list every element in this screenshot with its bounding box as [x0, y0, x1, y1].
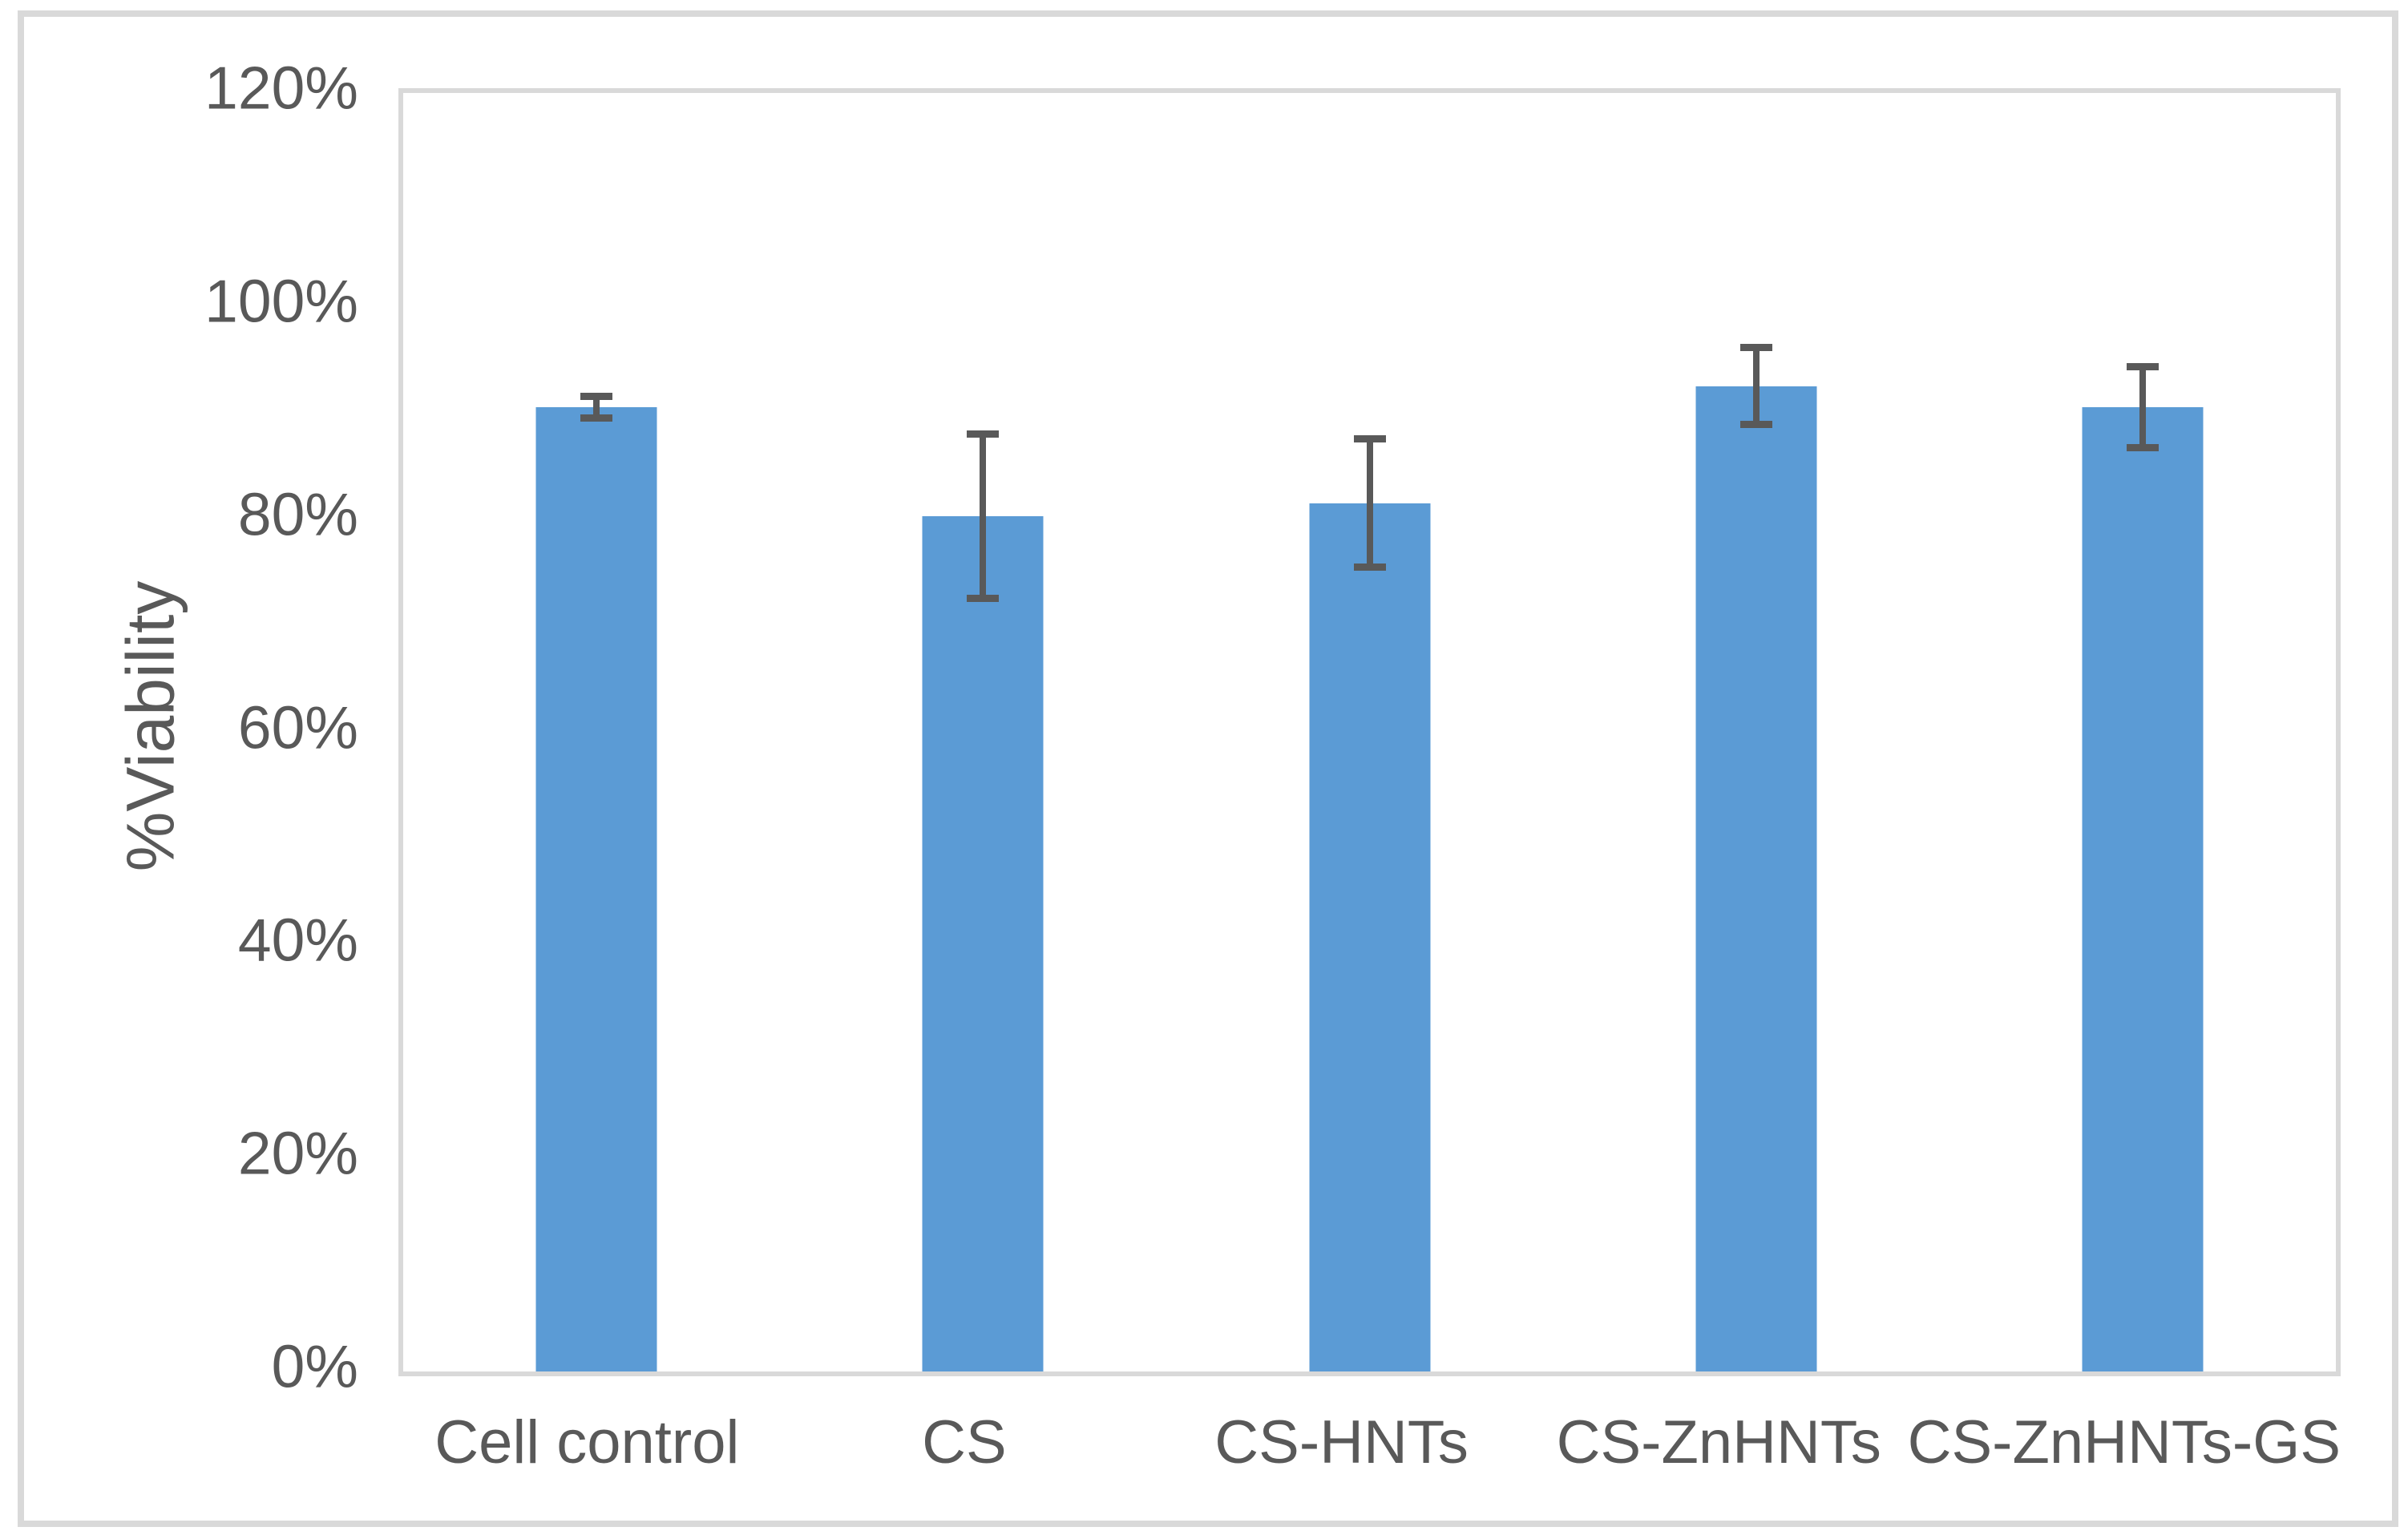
error-bar-cap-top	[2126, 363, 2159, 371]
bar-cs-hnts	[1309, 503, 1430, 1371]
x-category-label-cs-znhnts: CS-ZnHNTs	[1556, 1408, 1881, 1476]
y-axis-labels: 0% 20% 40% 60% 80% 100% 120%	[0, 58, 358, 1396]
error-bar-line	[1366, 438, 1373, 568]
error-bar-cs-znhnts	[1739, 93, 1772, 1371]
bar-slot-cs-znhnts	[1563, 93, 1949, 1371]
y-tick-label-0-: 0%	[271, 1332, 358, 1400]
x-category-label-cs-znhnts-gs: CS-ZnHNTs-GS	[1907, 1408, 2341, 1476]
bar-slot-cs-znhnts-gs	[1949, 93, 2336, 1371]
y-tick-label-80-: 80%	[237, 480, 358, 548]
error-bar-line	[1752, 347, 1760, 425]
bar-cell-control	[535, 407, 657, 1371]
x-category-label-cs: CS	[922, 1408, 1007, 1476]
bar-slot-cell-control	[403, 93, 790, 1371]
error-bar-cap-bottom	[2126, 444, 2159, 452]
y-tick-label-100-: 100%	[204, 267, 358, 335]
error-bar-cap-top	[967, 430, 1000, 438]
y-tick-label-60-: 60%	[237, 693, 358, 761]
error-bar-cap-bottom	[1353, 563, 1386, 571]
error-bar-cap-top	[580, 393, 613, 401]
error-bar-cs-hnts	[1353, 93, 1386, 1371]
error-bar-cap-top	[1739, 344, 1772, 352]
bar-slot-cs-hnts	[1176, 93, 1562, 1371]
error-bar-cap-bottom	[1739, 420, 1772, 428]
x-axis-labels: Cell control CS CS-HNTs CS-ZnHNTs CS-ZnHNTs-…	[398, 1404, 2341, 1480]
x-category-label-cell-control: Cell control	[434, 1408, 740, 1476]
y-tick-label-40-: 40%	[237, 906, 358, 974]
error-bar-cs-znhnts-gs	[2126, 93, 2159, 1371]
y-tick-label-120-: 120%	[204, 54, 358, 122]
bar-slot-cs	[790, 93, 1176, 1371]
plot-area	[398, 88, 2341, 1376]
bar-cs-znhnts	[1695, 386, 1817, 1371]
y-tick-label-20-: 20%	[237, 1119, 358, 1187]
error-bar-line	[593, 396, 600, 418]
error-bar-line	[2139, 366, 2146, 448]
error-bar-cap-top	[1353, 435, 1386, 443]
error-bar-cap-bottom	[967, 594, 1000, 602]
x-category-label-cs-hnts: CS-HNTs	[1214, 1408, 1469, 1476]
bar-cs	[922, 515, 1044, 1371]
error-bar-line	[980, 434, 987, 599]
error-bar-cell-control	[580, 93, 613, 1371]
bar-cs-znhnts-gs	[2082, 407, 2204, 1371]
error-bar-cs	[967, 93, 1000, 1371]
error-bar-cap-bottom	[580, 414, 613, 422]
